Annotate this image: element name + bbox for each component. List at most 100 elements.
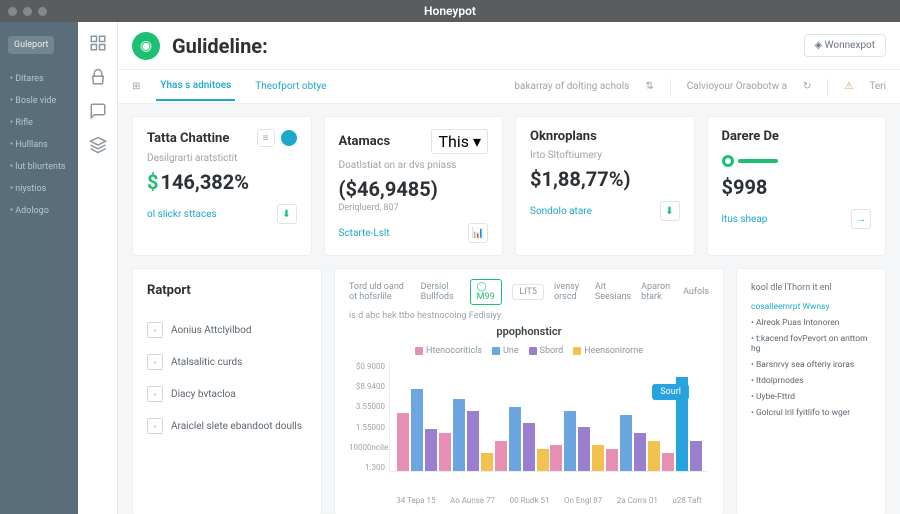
side-line: • Uybe-Fttrd (751, 389, 871, 405)
avatar[interactable]: ◉ (132, 32, 160, 60)
side-sub[interactable]: cosalleemrpt Wwnsy (751, 299, 871, 315)
nav-item[interactable]: • Rifle (8, 112, 70, 134)
ratport-item[interactable]: ▫Araiclel slete ebandoot doulls (147, 410, 307, 442)
y-tick: 1.300 (349, 463, 385, 472)
bar (634, 433, 646, 471)
stat-card: Darere De $998 ltus sheap → (707, 116, 887, 256)
titlebar: Honeypot (0, 0, 900, 22)
brand-badge: Guleport (8, 36, 54, 54)
side-line: • Golcrul lril fyitlifo to wger (751, 405, 871, 421)
x-tick: 2a Corrs 01 (617, 496, 658, 505)
card-title: Tatta Chattine (147, 131, 229, 146)
bar (550, 445, 562, 471)
bar (662, 453, 674, 471)
tab-active[interactable]: Yhas s adnitoes (156, 72, 235, 101)
bar (397, 413, 409, 471)
chart-subtitle: is d abc hek ttbo hestnocoing Fedisiyy (349, 311, 709, 321)
card-foot-icon[interactable]: → (851, 209, 871, 229)
bar (509, 407, 521, 471)
ratport-title: Ratport (147, 283, 307, 298)
ratport-item[interactable]: ▫Diacy bvtacloa (147, 378, 307, 410)
card-foot-icon[interactable]: ⬇ (277, 204, 297, 224)
chart-pill[interactable]: ◯ M99 (470, 279, 503, 305)
nav-item[interactable]: • lut bliurtents (8, 156, 70, 178)
card-value: $146,382% (147, 170, 297, 194)
bar (537, 449, 549, 471)
card-title: Atamacs (339, 134, 391, 149)
chart-panel: Tord uld oand ot hofsrlile Dersiol Bullfo… (334, 268, 724, 514)
card-hint[interactable]: This ▾ (431, 129, 488, 154)
tabbar-info-2: Calvioyour Oraobotw a (687, 81, 787, 92)
card-value: ($46,9485) (339, 177, 489, 201)
bar (690, 441, 702, 471)
card-foot-icon[interactable]: 📊 (468, 223, 488, 243)
side-line: • Alreok Puas Intonoren (751, 315, 871, 331)
card-subtitle: Doatlstiat on ar dvs pniass (339, 160, 489, 171)
layers-icon[interactable] (89, 136, 107, 154)
bar (648, 441, 660, 471)
bar (564, 411, 576, 471)
gesture-icon[interactable] (89, 68, 107, 86)
card-link[interactable]: Sondolo atare (530, 206, 592, 217)
y-tick: 1.55000 (349, 423, 385, 432)
chart-toolbar-item[interactable]: Aufols (683, 287, 709, 297)
menu-icon[interactable]: ≡ (257, 129, 275, 147)
side-panel: kool dle lThorn it enl cosalleemrpt Wwns… (736, 268, 886, 514)
bar (620, 415, 632, 471)
chart-title: ppophonsticr (349, 325, 709, 338)
card-subtitle: Irto Sltoftiumery (530, 150, 680, 161)
side-head: kool dle lThorn it enl (751, 283, 871, 293)
legend-item: Heensonirorne (573, 346, 643, 356)
stat-card: Tatta Chattine ≡ Desilgrarti aratstictit $1… (132, 116, 312, 256)
chart-pill[interactable]: LIT5 (512, 284, 544, 300)
ratport-panel: Ratport ▫Aonius Attclyilbod▫Atalsalitic … (132, 268, 322, 514)
bar (606, 449, 618, 471)
side-line: • Barsnrvy sea ofteriy iroras (751, 357, 871, 373)
x-tick: Ao Aunse 77 (450, 496, 495, 505)
page-title: Gulideline: (172, 34, 268, 58)
bar (453, 399, 465, 471)
tabbar-info-3: Teri (869, 81, 886, 92)
ratport-item[interactable]: ▫Atalsalitic curds (147, 346, 307, 378)
nav-item[interactable]: • Ditares (8, 68, 70, 90)
grid-icon[interactable] (89, 34, 107, 52)
side-line: • t:kacend fovPevort on anttom hg (751, 331, 871, 357)
bar (495, 441, 507, 471)
icon-rail (78, 22, 118, 514)
ratport-item[interactable]: ▫Aonius Attclyilbod (147, 314, 307, 346)
card-title: Darere De (722, 129, 779, 144)
y-tick: $8.9400 (349, 382, 385, 391)
header-action-button[interactable]: ◈ Wonnexpot (804, 34, 887, 57)
card-value: $998 (722, 175, 872, 199)
chart-toolbar-item[interactable]: Dersiol Bullfods (421, 282, 460, 302)
traffic-lights[interactable] (8, 7, 47, 16)
card-foot-icon[interactable]: ⬇ (660, 201, 680, 221)
nav-item[interactable]: • Bosle vide (8, 90, 70, 112)
card-subtitle: Desilgrarti aratstictit (147, 153, 297, 164)
x-tick: 00 Rudk 51 (510, 496, 550, 505)
card-link[interactable]: ltus sheap (722, 214, 768, 225)
bar (467, 411, 479, 471)
stat-card: Atamacs This ▾ Doatlstiat on ar dvs pniass… (324, 116, 504, 256)
card-link[interactable]: ol slickr sttaces (147, 209, 217, 220)
nav-item[interactable]: • Hulllans (8, 134, 70, 156)
x-tick: 34 Tepa 15 (396, 496, 435, 505)
chart-badge: Sourl (652, 384, 689, 400)
tab-2[interactable]: Theofport obtye (251, 73, 330, 100)
dot-icon[interactable] (281, 130, 297, 146)
bar-group (550, 411, 604, 471)
tabbar-info-1: bakarray of dolting achols (514, 81, 629, 92)
bar (481, 453, 493, 471)
card-link[interactable]: Sctarte-Lslt (339, 228, 390, 239)
nav-item[interactable]: • niystios (8, 178, 70, 200)
chart-toolbar-item[interactable]: ivensy orscd (554, 282, 585, 302)
chart-toolbar-item[interactable]: Tord uld oand ot hofsrlile (349, 282, 411, 302)
chart-toolbar-item[interactable]: Ait Seesians (595, 282, 631, 302)
chart-toolbar-item[interactable]: Aparon btark (641, 282, 673, 302)
nav-item[interactable]: • Adologo (8, 200, 70, 222)
side-line: • Itdolprnodes (751, 373, 871, 389)
stat-card: OknroplansIrto Sltoftiumery$1,88,77%)Son… (515, 116, 695, 256)
chat-icon[interactable] (89, 102, 107, 120)
legend-item: Une (492, 346, 519, 356)
bar-group (495, 407, 549, 471)
